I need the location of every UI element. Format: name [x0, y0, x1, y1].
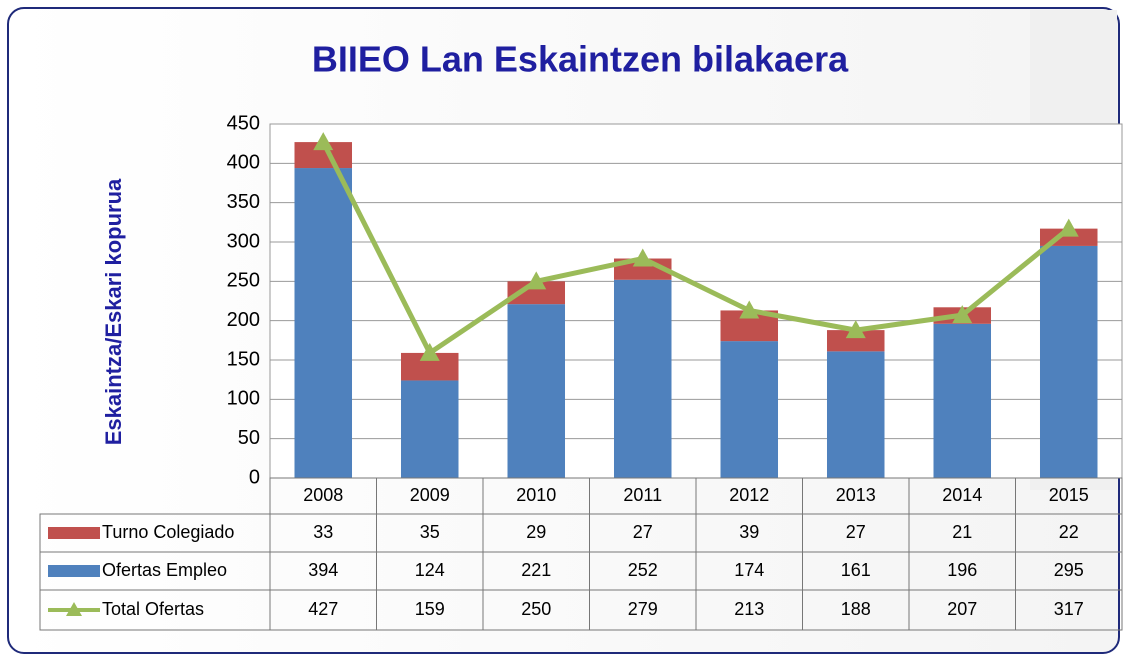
- table-value: 252: [628, 560, 658, 580]
- bar: [294, 168, 353, 478]
- line-marker: [739, 300, 760, 319]
- y-tick-label: 200: [227, 309, 260, 331]
- line-marker: [313, 132, 334, 151]
- x-tick-label: 2013: [836, 485, 876, 505]
- x-tick-label: 2015: [1049, 485, 1089, 505]
- table-value: 221: [521, 560, 551, 580]
- table-value: 250: [521, 599, 551, 619]
- table-value: 207: [947, 599, 977, 619]
- line-marker: [526, 271, 547, 290]
- x-tick-label: 2014: [942, 485, 982, 505]
- bar: [507, 281, 566, 305]
- table-value: 27: [846, 522, 866, 542]
- y-tick-label: 400: [227, 152, 260, 174]
- chart-title: BIIEO Lan Eskaintzen bilakaera: [312, 39, 849, 80]
- table-value: 33: [313, 522, 333, 542]
- plot-area: [269, 123, 1123, 479]
- x-tick-label: 2010: [516, 485, 556, 505]
- table-value: 39: [739, 522, 759, 542]
- table-value: 279: [628, 599, 658, 619]
- legend-swatch: [48, 565, 100, 577]
- table-value: 394: [308, 560, 338, 580]
- bar: [1039, 245, 1098, 478]
- bar: [507, 304, 566, 478]
- table-value: 159: [415, 599, 445, 619]
- bar: [613, 279, 672, 478]
- legend-swatch: [48, 527, 100, 539]
- table-value: 317: [1054, 599, 1084, 619]
- table-value: 21: [952, 522, 972, 542]
- line-marker: [952, 305, 973, 324]
- table-value: 213: [734, 599, 764, 619]
- line-marker: [419, 342, 440, 361]
- line-marker: [845, 320, 866, 339]
- x-tick-label: 2011: [623, 485, 662, 505]
- y-tick-label: 300: [227, 230, 260, 252]
- table-value: 22: [1059, 522, 1079, 542]
- y-tick-label: 0: [249, 466, 260, 488]
- bar: [720, 341, 779, 478]
- table-value: 196: [947, 560, 977, 580]
- y-tick-label: 250: [227, 270, 260, 292]
- legend-label: Turno Colegiado: [102, 522, 234, 542]
- table-value: 188: [841, 599, 871, 619]
- x-tick-label: 2009: [410, 485, 450, 505]
- legend-marker: [66, 602, 82, 616]
- bar: [826, 351, 885, 478]
- bar: [933, 323, 992, 478]
- legend-label: Total Ofertas: [102, 599, 204, 619]
- y-tick-label: 50: [238, 427, 260, 449]
- table-value: 427: [308, 599, 338, 619]
- bar: [826, 330, 885, 352]
- y-tick-label: 150: [227, 348, 260, 370]
- table-value: 27: [633, 522, 653, 542]
- legend-label: Ofertas Empleo: [102, 560, 227, 580]
- line: [321, 140, 1071, 356]
- table-value: 174: [734, 560, 764, 580]
- y-axis-label: Eskaintza/Eskari kopurua: [101, 178, 126, 445]
- line-marker: [1058, 218, 1079, 237]
- y-tick-label: 100: [227, 388, 260, 410]
- table-value: 161: [841, 560, 871, 580]
- y-tick-label: 350: [227, 191, 260, 213]
- table-value: 35: [420, 522, 440, 542]
- x-tick-label: 2012: [729, 485, 769, 505]
- y-tick-label: 450: [227, 112, 260, 134]
- x-tick-label: 2008: [303, 485, 343, 505]
- table-value: 295: [1054, 560, 1084, 580]
- line-marker: [632, 248, 653, 267]
- table-value: 29: [526, 522, 546, 542]
- bar: [400, 380, 459, 478]
- table-value: 124: [415, 560, 445, 580]
